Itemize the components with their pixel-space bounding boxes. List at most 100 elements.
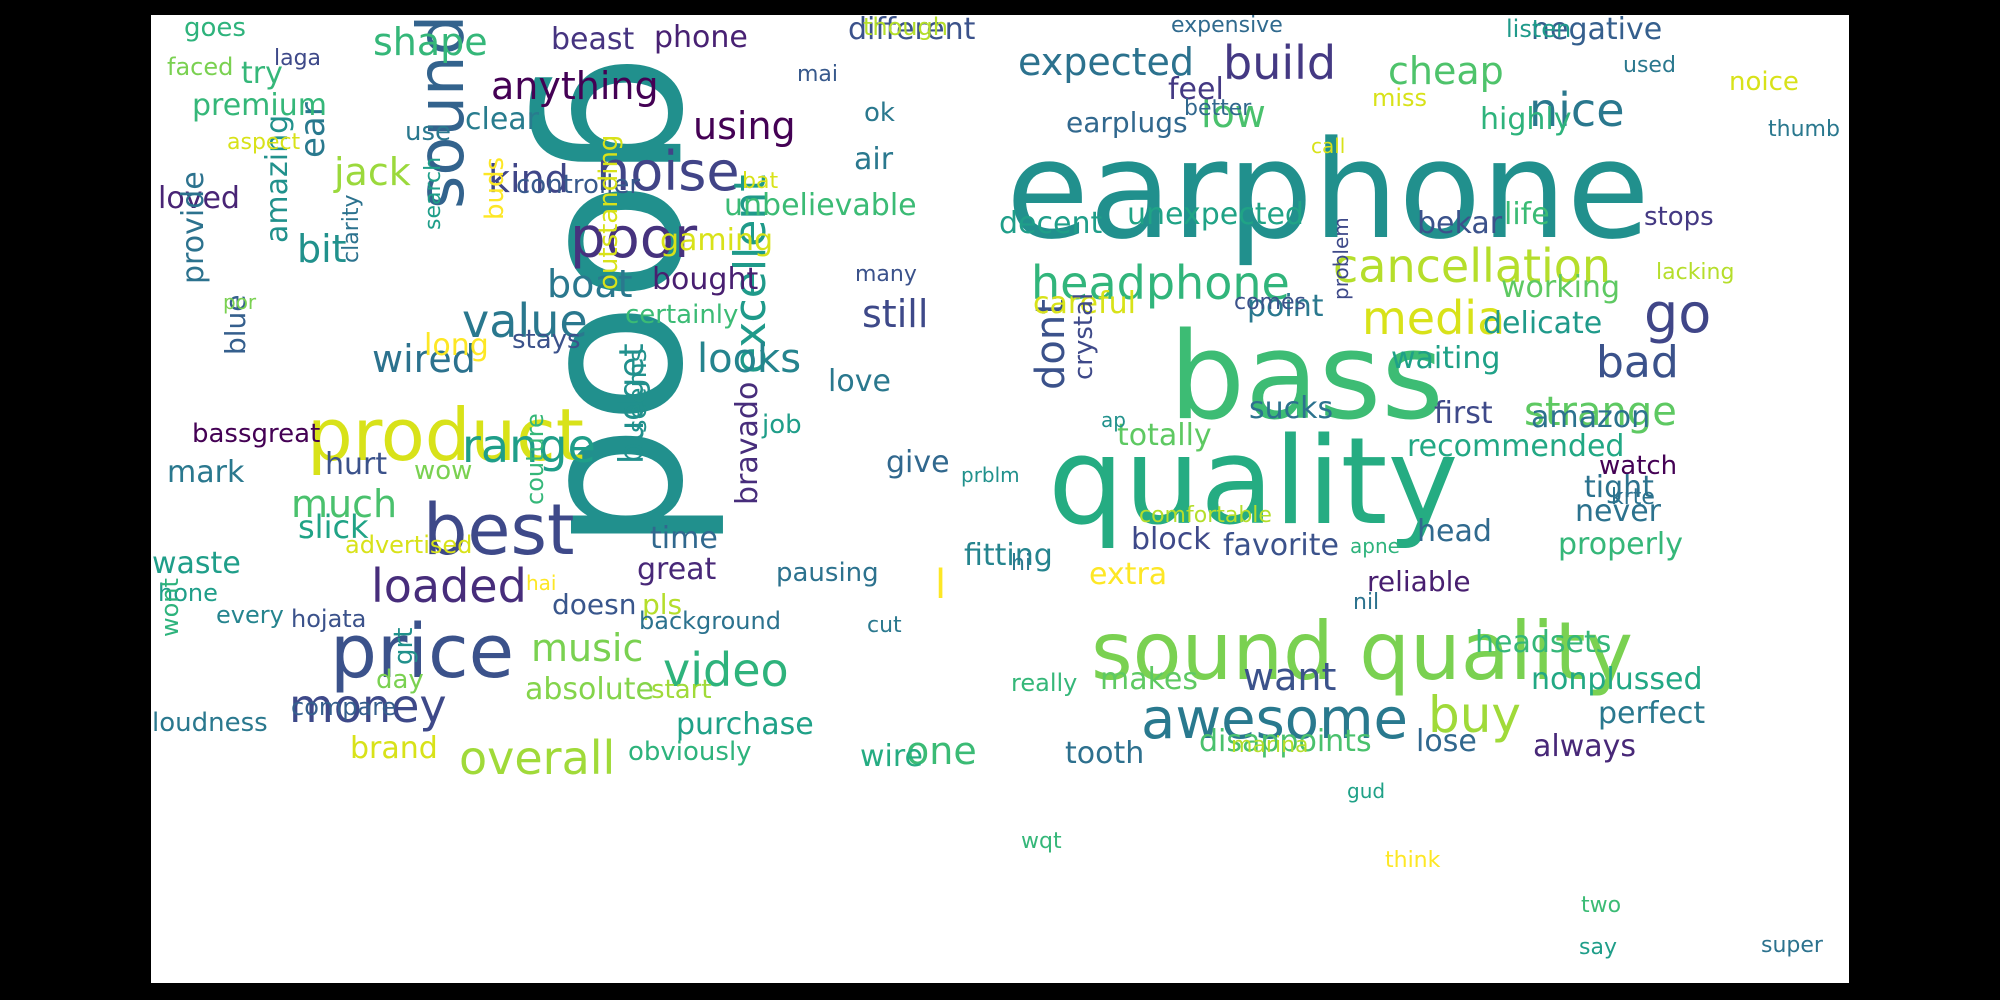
word-noise: noise bbox=[596, 140, 740, 203]
word-time: time bbox=[650, 521, 718, 556]
word-poor: poor bbox=[570, 206, 698, 271]
word-unexpected: unexpected bbox=[1127, 197, 1304, 232]
word-music: music bbox=[531, 626, 644, 670]
word-couture: couture bbox=[521, 413, 549, 505]
word-expected: expected bbox=[1018, 40, 1194, 84]
word-premium: premium bbox=[192, 88, 327, 123]
word-stays: stays bbox=[512, 325, 581, 355]
word-perfect: perfect bbox=[1598, 696, 1706, 731]
word-hi: hi bbox=[1011, 551, 1032, 576]
word-range: range bbox=[462, 419, 596, 473]
word-overall: overall bbox=[459, 731, 616, 785]
word-beast: beast bbox=[551, 22, 635, 57]
word-shape: shape bbox=[373, 20, 488, 64]
word-controller: controller bbox=[516, 170, 641, 200]
word-crystal: crystal bbox=[1069, 292, 1099, 380]
word-wired: wired bbox=[372, 337, 476, 381]
word-many: many bbox=[855, 262, 917, 287]
word-advertised: advertised bbox=[345, 531, 473, 559]
word-waste: waste bbox=[152, 546, 241, 581]
word-working: working bbox=[1501, 270, 1620, 305]
word-favorite: favorite bbox=[1223, 528, 1339, 563]
word-hone: hone bbox=[158, 579, 218, 607]
word-price: price bbox=[330, 609, 515, 695]
word-best: best bbox=[423, 489, 575, 571]
word-earplugs: earplugs bbox=[1066, 106, 1188, 139]
word-bad: bad bbox=[1596, 337, 1679, 388]
word-build: build bbox=[1223, 36, 1337, 90]
word-point: point bbox=[1247, 289, 1324, 324]
word-phone: phone bbox=[654, 20, 748, 55]
word-money: money bbox=[289, 679, 447, 733]
word-bit: bit bbox=[297, 227, 347, 271]
word-ap: ap bbox=[1101, 408, 1126, 432]
word-hai: hai bbox=[526, 571, 557, 595]
word-block: block bbox=[1131, 522, 1211, 557]
word-sound-quality: sound quality bbox=[1091, 605, 1633, 698]
word-comfortable: comfortable bbox=[1139, 503, 1272, 528]
word-sucks: sucks bbox=[1249, 391, 1334, 426]
word-loved: loved bbox=[158, 181, 240, 216]
word-doesn: doesn bbox=[552, 588, 637, 621]
word-background: background bbox=[639, 607, 781, 635]
word-cancellation: cancellation bbox=[1333, 239, 1612, 293]
word-headphone: headphone bbox=[1031, 256, 1290, 310]
word-unbelievable: unbelievable bbox=[724, 188, 917, 223]
word-search: search bbox=[421, 156, 446, 230]
word-great: great bbox=[637, 552, 717, 587]
word-kind: kind bbox=[488, 157, 569, 201]
word-grt: grt bbox=[389, 627, 419, 665]
word-pls: pls bbox=[642, 588, 683, 621]
word-used: used bbox=[1623, 53, 1676, 78]
word-try: try bbox=[241, 56, 283, 91]
word-nice: nice bbox=[1529, 83, 1625, 137]
word-bekar: bekar bbox=[1417, 206, 1503, 241]
word-video: video bbox=[663, 643, 789, 697]
word-properly: properly bbox=[1558, 527, 1683, 562]
word-day: day bbox=[376, 665, 424, 695]
word-anything: anything bbox=[491, 64, 659, 108]
word-air: air bbox=[854, 142, 894, 177]
word-want: want bbox=[1243, 655, 1337, 699]
word-nonplussed: nonplussed bbox=[1531, 662, 1703, 697]
word-listen: listen bbox=[1506, 15, 1572, 43]
word-watch: watch bbox=[1599, 451, 1678, 481]
word-extra: extra bbox=[1089, 557, 1168, 592]
word-different: different bbox=[848, 15, 976, 47]
word-first: first bbox=[1434, 396, 1493, 431]
word-bassgreat: bassgreat bbox=[192, 419, 321, 449]
word-reliable: reliable bbox=[1367, 565, 1471, 598]
word-using: using bbox=[693, 104, 796, 148]
word-goes: goes bbox=[184, 15, 246, 43]
word-seems: seems bbox=[623, 348, 653, 433]
word-certainly: certainly bbox=[625, 300, 739, 330]
word-super: super bbox=[1761, 933, 1823, 958]
word-low: low bbox=[1201, 92, 1266, 136]
word-negative: negative bbox=[1531, 15, 1663, 47]
word-always: always bbox=[1533, 729, 1637, 764]
word-feel: feel bbox=[1168, 72, 1224, 107]
word-ok: ok bbox=[864, 98, 895, 128]
word-laga: laga bbox=[274, 46, 322, 71]
word-por: por bbox=[223, 290, 257, 314]
word-product: product bbox=[307, 393, 584, 477]
word-better: better bbox=[1184, 96, 1252, 121]
word-gaming: gaming bbox=[660, 223, 774, 258]
word-noice: noice bbox=[1729, 67, 1799, 97]
word-bravado: bravado bbox=[730, 381, 765, 505]
word-prblm: prblm bbox=[961, 463, 1020, 487]
word-purchase: purchase bbox=[676, 707, 814, 742]
word-buy: buy bbox=[1428, 686, 1522, 744]
word-highly: highly bbox=[1480, 102, 1572, 137]
word-wqt: wqt bbox=[1021, 829, 1062, 854]
word-call: call bbox=[1311, 134, 1346, 158]
word-strange: strange bbox=[1524, 389, 1677, 435]
word-decent: decent bbox=[999, 206, 1103, 241]
word-bought: bought bbox=[652, 262, 759, 297]
word-miss: miss bbox=[1372, 84, 1428, 112]
word-wow: wow bbox=[414, 456, 473, 486]
word-fitting: fitting bbox=[964, 538, 1053, 573]
word-wont: wont bbox=[156, 578, 184, 637]
word-never: never bbox=[1575, 494, 1662, 529]
